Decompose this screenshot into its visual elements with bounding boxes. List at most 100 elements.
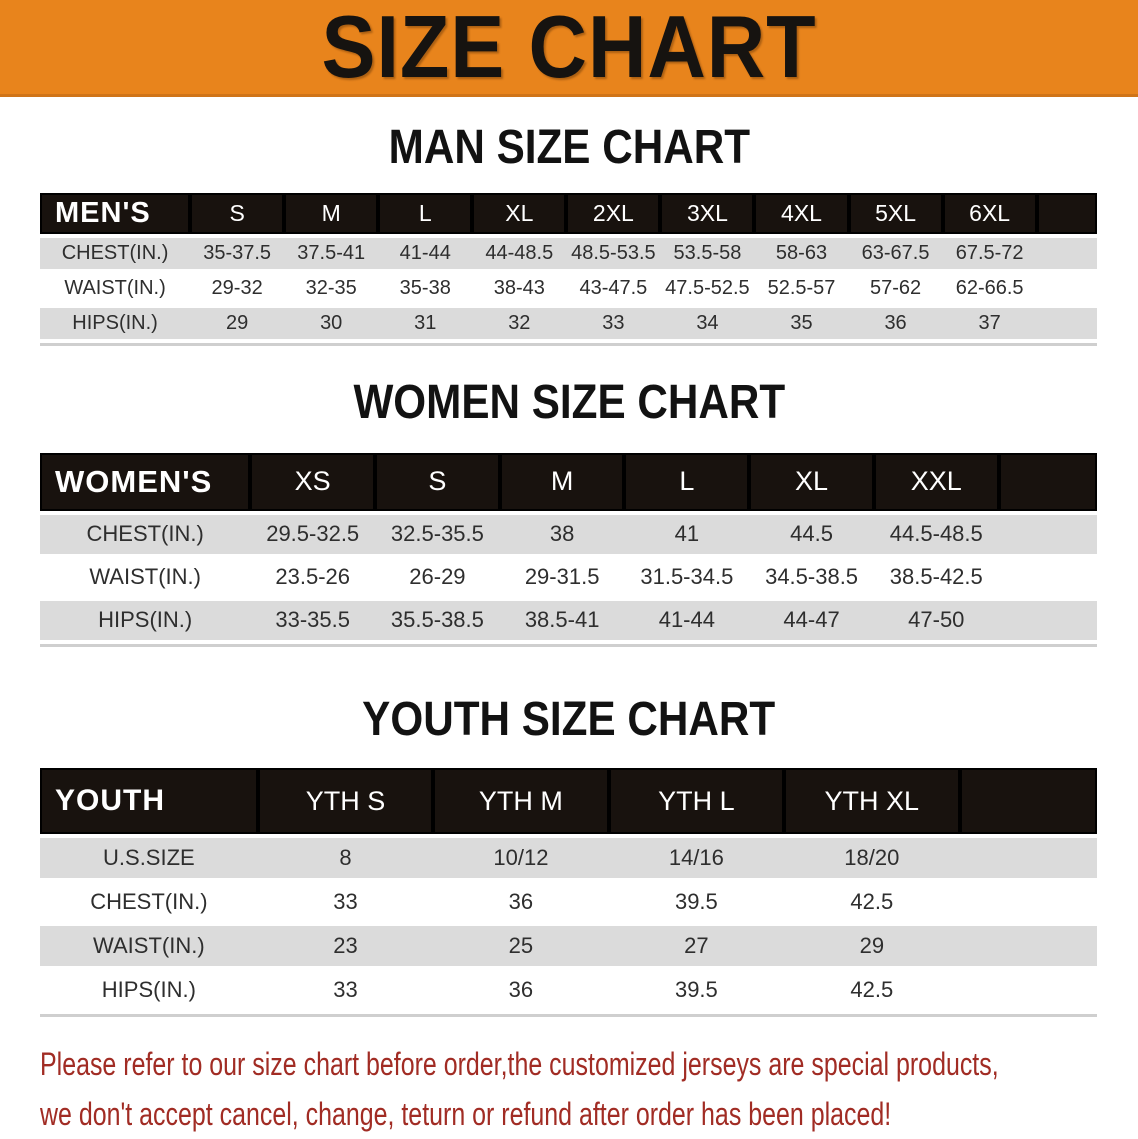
measurement-value-cell: 37 [942,308,1037,344]
measurement-value-cell: 29-31.5 [499,557,625,601]
measurement-row: WAIST(IN.) 29-32 32-35 35-38 38-43 43-47.5 47.… [40,273,1097,309]
measurement-value-cell: 33 [257,970,434,1015]
header-spacer-cell [1036,193,1097,239]
measurement-label-cell: CHEST(IN.) [40,238,191,274]
measurement-value-cell: 38.5-41 [499,600,625,644]
measurement-value-cell: 33 [257,882,434,927]
measurement-value-cell: 18/20 [784,838,960,883]
youth-section-heading: YOUTH SIZE CHART [0,692,1138,746]
measurement-value-cell: 30 [284,308,379,344]
measurement-value-cell: 52.5-57 [754,273,849,309]
row-spacer-cell [959,882,1097,927]
measurement-value-cell: 57-62 [848,273,943,309]
measurement-value-cell: 36 [433,882,609,927]
measurement-value-cell: 41 [624,514,750,558]
measurement-value-cell: 14/16 [608,838,785,883]
measurement-row: WAIST(IN.) 23.5-26 26-29 29-31.5 31.5-34.5 34… [40,557,1097,601]
measurement-value-cell: 35 [754,308,849,344]
row-spacer-cell [959,970,1097,1015]
measurement-value-cell: 35.5-38.5 [375,600,500,644]
size-column-header: XXL [873,452,999,515]
men-size-table: MEN'S S M L XL 2XL 3XL 4XL 5XL 6XL CHEST(IN.) 35-37… [40,193,1097,347]
measurement-value-cell: 62-66.5 [942,273,1037,309]
measurement-value-cell: 33 [566,308,661,344]
measurement-value-cell: 23.5-26 [250,557,376,601]
table-title-cell: YOUTH [40,768,258,839]
measurement-row: CHEST(IN.) 29.5-32.5 32.5-35.5 38 41 44.5 44.5… [40,514,1097,558]
measurement-row: CHEST(IN.) 33 36 39.5 42.5 [40,882,1097,927]
measurement-value-cell: 35-38 [378,273,473,309]
measurement-value-cell: 38.5-42.5 [873,557,999,601]
size-column-header: 3XL [660,193,755,239]
measurement-value-cell: 36 [848,308,943,344]
measurement-value-cell: 67.5-72 [942,238,1037,274]
youth-size-table: YOUTH YTH S YTH M YTH L YTH XL U.S.SIZE 8 10/12… [40,768,1097,1018]
measurement-value-cell: 47-50 [873,600,999,644]
size-header-row: WOMEN'S XS S M L XL XXL [40,452,1097,515]
women-size-table: WOMEN'S XS S M L XL XXL CHEST(IN.) 29.5-32.5 32.5… [40,452,1097,647]
measurement-value-cell: 32-35 [284,273,379,309]
women-section-heading-text: WOMEN SIZE CHART [353,376,785,430]
row-spacer-cell [959,838,1097,883]
measurement-label-cell: HIPS(IN.) [40,970,258,1015]
measurement-value-cell: 8 [257,838,434,883]
measurement-value-cell: 42.5 [784,970,960,1015]
women-section-heading: WOMEN SIZE CHART [0,376,1138,430]
disclaimer-line-1: Please refer to our size chart before or… [40,1046,999,1083]
measurement-value-cell: 31 [378,308,473,344]
measurement-value-cell: 35-37.5 [190,238,285,274]
measurement-row: U.S.SIZE 8 10/12 14/16 18/20 [40,838,1097,883]
measurement-value-cell: 26-29 [375,557,500,601]
row-spacer-cell [998,514,1097,558]
size-column-header: 5XL [848,193,943,239]
measurement-value-cell: 58-63 [754,238,849,274]
measurement-row: HIPS(IN.) 33-35.5 35.5-38.5 38.5-41 41-44 44-… [40,600,1097,644]
measurement-value-cell: 27 [608,926,785,971]
size-column-header: S [375,452,500,515]
size-header-row: MEN'S S M L XL 2XL 3XL 4XL 5XL 6XL [40,193,1097,239]
size-column-header: XS [250,452,376,515]
measurement-value-cell: 37.5-41 [284,238,379,274]
measurement-value-cell: 41-44 [624,600,750,644]
size-column-header: YTH M [433,768,609,839]
measurement-value-cell: 47.5-52.5 [660,273,755,309]
measurement-value-cell: 36 [433,970,609,1015]
size-column-header: L [624,452,750,515]
measurement-value-cell: 23 [257,926,434,971]
table-title-cell: WOMEN'S [40,452,251,515]
measurement-row: HIPS(IN.) 33 36 39.5 42.5 [40,970,1097,1015]
measurement-value-cell: 29 [190,308,285,344]
men-section-heading: MAN SIZE CHART [0,121,1138,174]
size-column-header: 2XL [566,193,661,239]
size-column-header: S [190,193,285,239]
measurement-value-cell: 53.5-58 [660,238,755,274]
measurement-value-cell: 33-35.5 [250,600,376,644]
measurement-value-cell: 38 [499,514,625,558]
measurement-value-cell: 44-48.5 [472,238,567,274]
size-column-header: XL [749,452,874,515]
size-column-header: 6XL [942,193,1037,239]
size-column-header: YTH L [608,768,785,839]
measurement-value-cell: 25 [433,926,609,971]
youth-section-heading-text: YOUTH SIZE CHART [362,692,776,746]
measurement-value-cell: 32 [472,308,567,344]
measurement-value-cell: 42.5 [784,882,960,927]
measurement-value-cell: 44-47 [749,600,874,644]
measurement-value-cell: 44.5-48.5 [873,514,999,558]
measurement-value-cell: 31.5-34.5 [624,557,750,601]
measurement-label-cell: CHEST(IN.) [40,514,251,558]
men-section-heading-text: MAN SIZE CHART [388,121,750,174]
measurement-label-cell: CHEST(IN.) [40,882,258,927]
measurement-row: CHEST(IN.) 35-37.5 37.5-41 41-44 44-48.5 48.5… [40,238,1097,274]
measurement-value-cell: 29 [784,926,960,971]
measurement-value-cell: 48.5-53.5 [566,238,661,274]
measurement-value-cell: 34 [660,308,755,344]
measurement-value-cell: 43-47.5 [566,273,661,309]
measurement-value-cell: 34.5-38.5 [749,557,874,601]
size-column-header: M [499,452,625,515]
size-column-header: 4XL [754,193,849,239]
banner-title: SIZE CHART [321,0,817,96]
measurement-label-cell: WAIST(IN.) [40,926,258,971]
measurement-label-cell: U.S.SIZE [40,838,258,883]
measurement-value-cell: 32.5-35.5 [375,514,500,558]
